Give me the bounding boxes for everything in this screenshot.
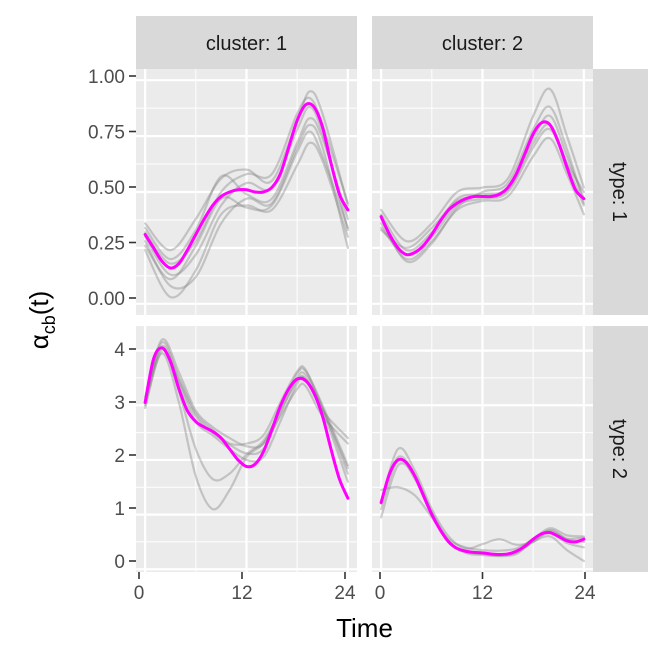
y-tick-label: 0 — [114, 552, 125, 573]
y-axis-row-2: 0 1 2 3 4 — [114, 340, 136, 573]
replicate-curve — [144, 105, 349, 277]
strip-type-2 — [593, 326, 648, 572]
y-tick-label: 0.25 — [88, 234, 125, 255]
mean-curve — [143, 346, 350, 500]
strip-label-cluster-2: cluster: 2 — [442, 33, 523, 55]
y-axis-title: αcb(t) — [24, 291, 59, 350]
replicate-curve — [144, 90, 349, 252]
replicate-curve — [144, 123, 349, 290]
mean-curve — [379, 457, 586, 557]
panel-grid — [372, 326, 593, 572]
mean-curve — [143, 102, 350, 270]
y-axis-title-main: α — [24, 334, 54, 349]
x-tick-label: 0 — [134, 583, 145, 604]
panel-cluster-2-type-2 — [372, 326, 593, 572]
panel-cluster-2-type-1 — [372, 69, 593, 315]
panel-lines — [143, 338, 350, 511]
y-axis-row-1: 0.00 0.25 0.50 0.75 1.00 — [88, 67, 136, 310]
panel-grid — [136, 69, 357, 315]
x-tick-label: 24 — [334, 583, 356, 604]
strip-cluster-1 — [136, 16, 357, 69]
panel-cluster-1-type-1 — [136, 69, 357, 315]
strip-label-type-1: type: 1 — [608, 162, 630, 222]
replicate-curve — [144, 130, 349, 281]
replicate-curve — [380, 446, 585, 550]
y-axis-title-subscript: cb — [39, 315, 59, 334]
y-tick-label: 0.75 — [88, 123, 125, 144]
x-axis-cluster-2: 0 12 24 — [375, 572, 596, 604]
strip-label-cluster-1: cluster: 1 — [206, 33, 287, 55]
y-tick-label: 1 — [114, 499, 125, 520]
replicate-curve — [380, 136, 585, 261]
y-tick-label: 2 — [114, 446, 125, 467]
y-tick-label: 0.00 — [88, 289, 125, 310]
panel-cluster-1-type-2 — [136, 326, 357, 572]
strip-label-type-2: type: 2 — [608, 419, 630, 479]
y-tick-label: 1.00 — [88, 67, 125, 88]
replicate-curve — [380, 105, 585, 264]
replicate-curve — [144, 338, 349, 467]
x-axis-cluster-1: 0 12 24 — [134, 572, 356, 604]
replicate-curve — [144, 341, 349, 470]
x-tick-label: 0 — [375, 583, 386, 604]
y-tick-label: 0.50 — [88, 178, 125, 199]
y-tick-label: 4 — [114, 340, 125, 361]
x-axis-title: Time — [336, 613, 393, 643]
y-tick-label: 3 — [114, 393, 125, 414]
x-tick-label: 24 — [574, 583, 596, 604]
replicate-curve — [380, 87, 585, 243]
y-axis-title-tail: (t) — [24, 291, 54, 316]
replicate-curve — [144, 117, 349, 261]
panel-lines — [143, 90, 350, 299]
strip-cluster-2 — [372, 16, 593, 69]
replicate-curve — [380, 114, 585, 252]
panel-lines — [379, 87, 586, 264]
mean-curve — [379, 120, 586, 257]
y-axis-title-text: αcb(t) — [24, 291, 59, 350]
panel-lines — [379, 446, 586, 563]
replicate-curve — [144, 345, 349, 475]
x-tick-label: 12 — [231, 583, 252, 604]
strip-type-1 — [593, 69, 648, 315]
x-tick-label: 12 — [472, 583, 493, 604]
replicate-curve — [144, 352, 349, 511]
replicate-curve — [144, 141, 349, 299]
replicate-curve — [380, 486, 585, 552]
